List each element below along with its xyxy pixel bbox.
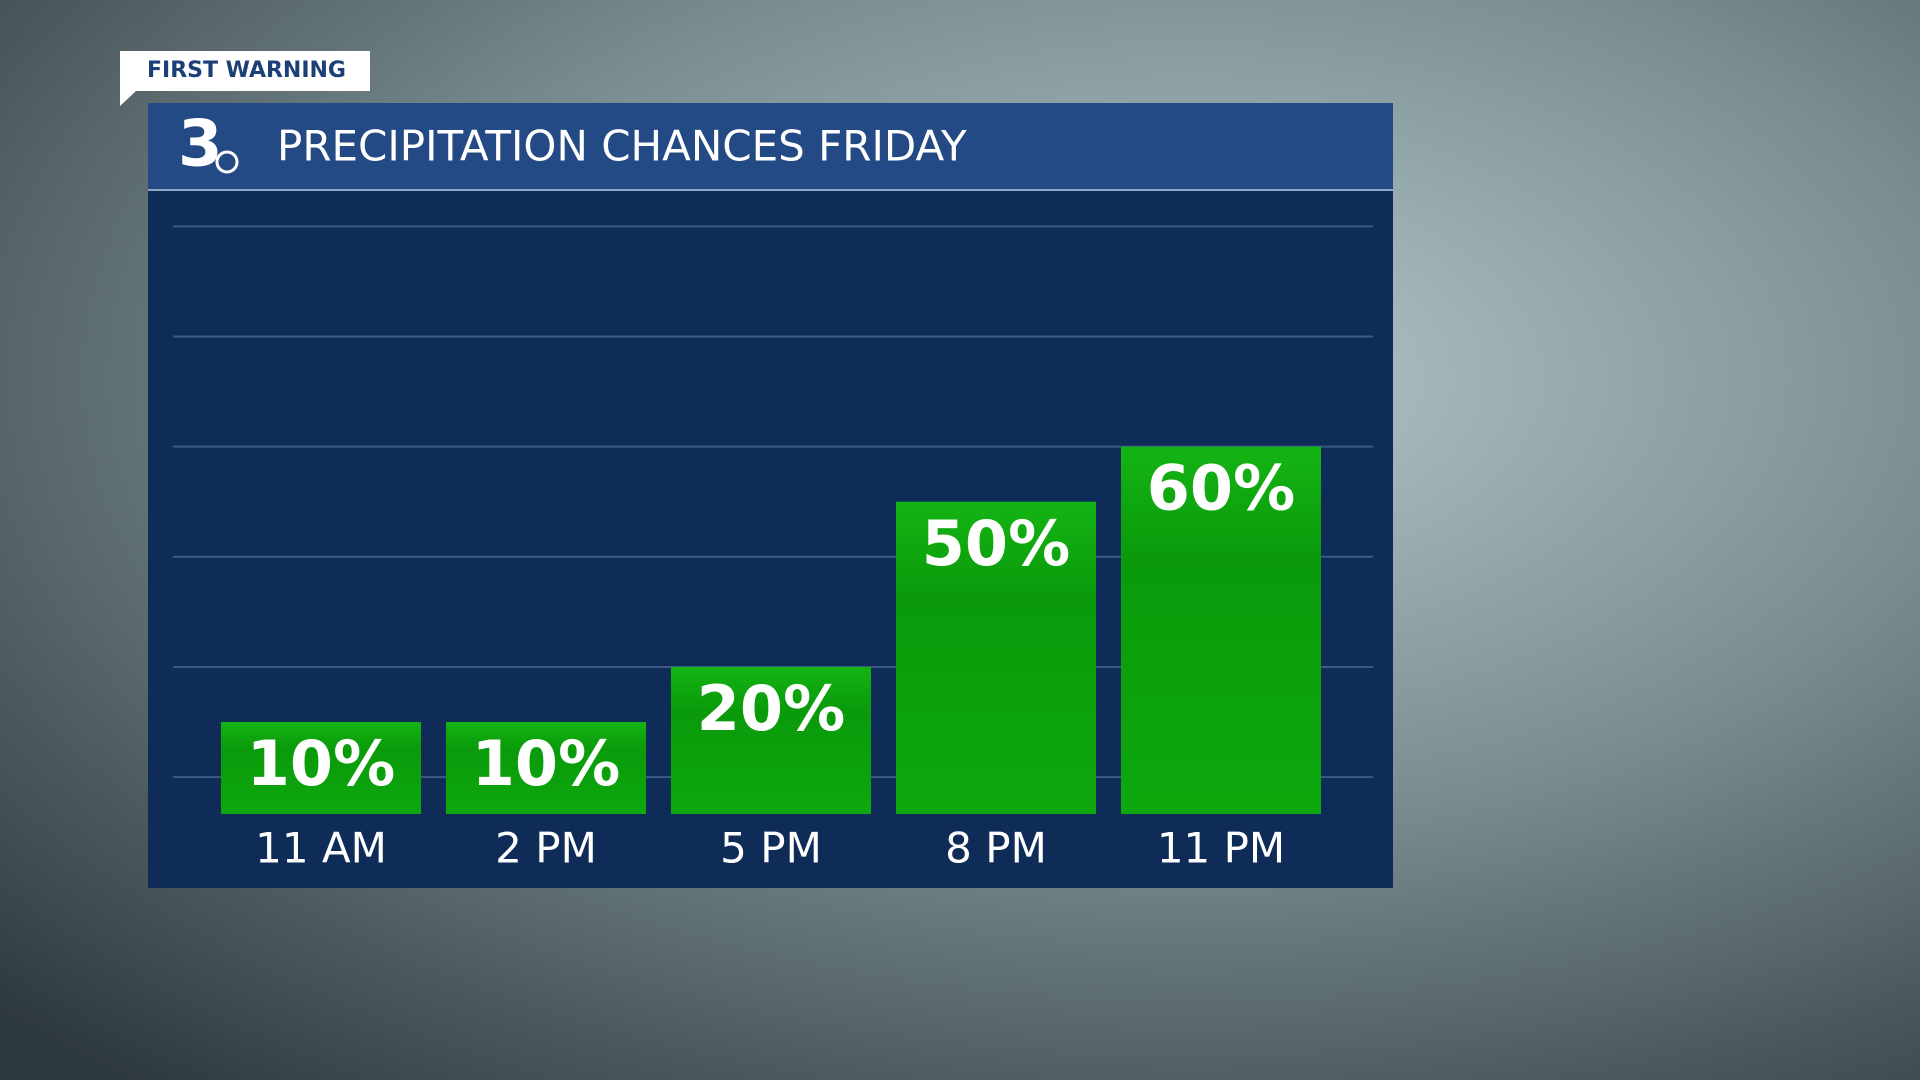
bar: [221, 722, 421, 814]
value-label: 10%: [247, 727, 395, 800]
value-label: 60%: [1147, 452, 1295, 525]
bar: [896, 501, 1096, 814]
badge-text: FIRST WARNING: [147, 58, 346, 83]
badge-box: [120, 51, 370, 91]
x-tick-label: 2 PM: [495, 824, 597, 873]
badge-tail: [120, 91, 136, 106]
logo: 3: [178, 108, 223, 182]
x-tick-label: 8 PM: [945, 824, 1047, 873]
chart-title: PRECIPITATION CHANCES FRIDAY: [277, 122, 967, 171]
x-tick-label: 11 PM: [1157, 824, 1285, 873]
value-label: 20%: [697, 672, 845, 745]
bar: [1121, 446, 1321, 814]
header-bar: [148, 103, 1393, 190]
value-label: 10%: [472, 727, 620, 800]
bar: [671, 666, 871, 814]
x-tick-label: 5 PM: [720, 824, 822, 873]
logo-eye: [215, 150, 239, 174]
value-label: 50%: [922, 507, 1070, 580]
bar: [446, 722, 646, 814]
x-tick-label: 11 AM: [255, 824, 387, 873]
